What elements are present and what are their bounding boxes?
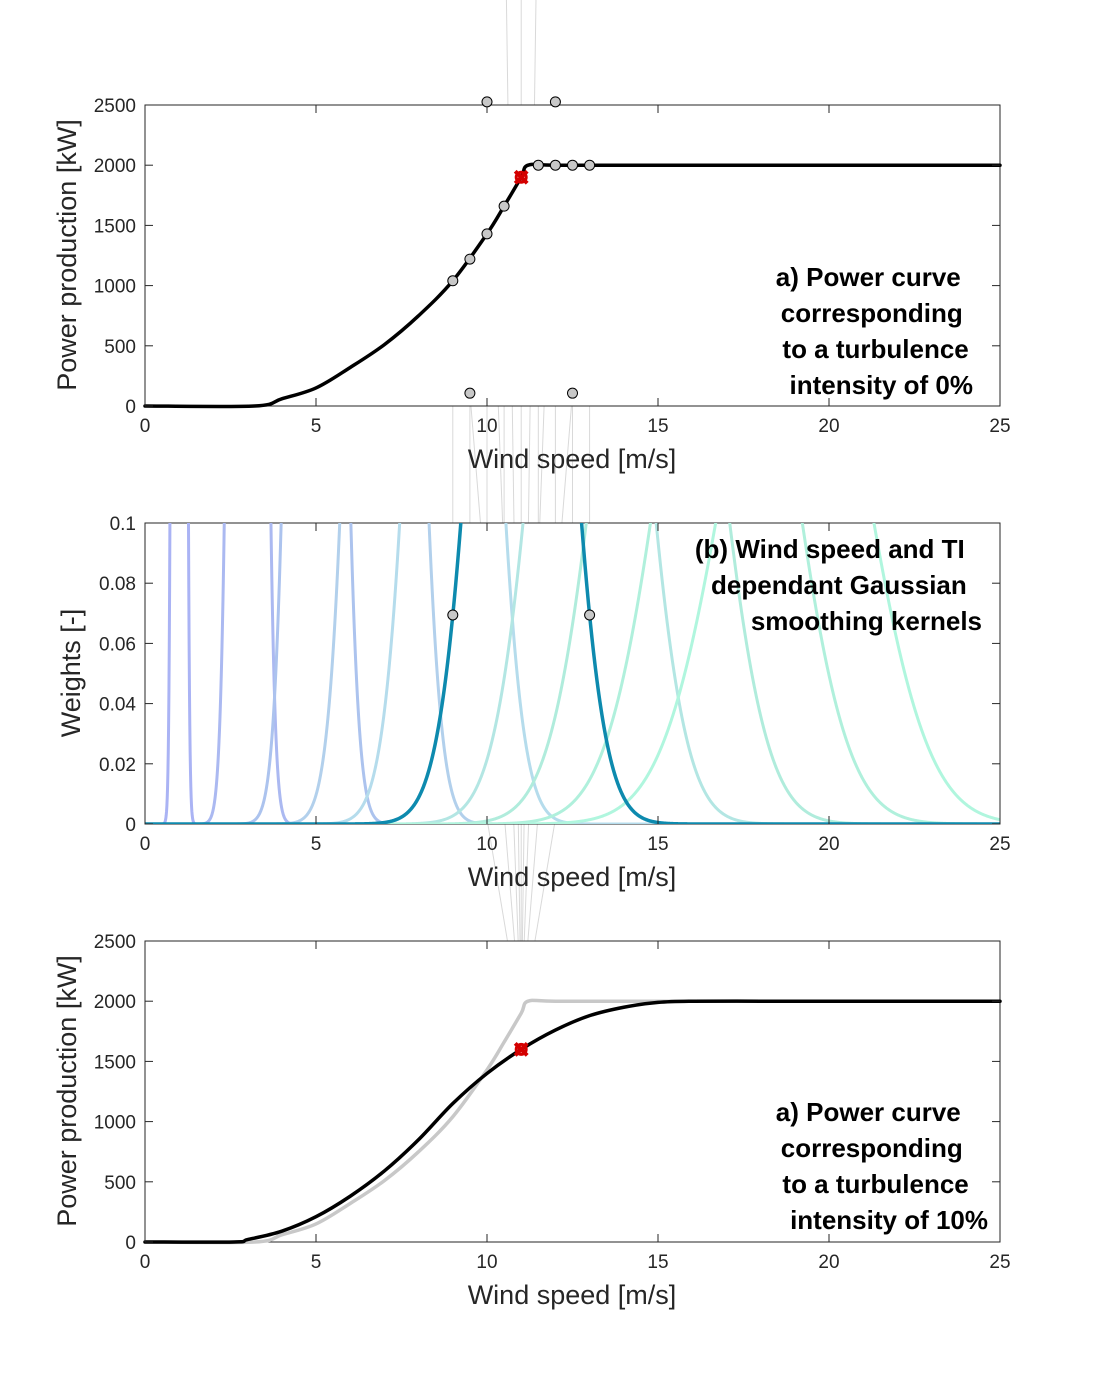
top-annotation-line: corresponding — [781, 298, 963, 328]
top-x-tick-label: 25 — [989, 416, 1010, 437]
middle-y-tick-label: 0.06 — [99, 634, 136, 655]
middle-marks — [447, 96, 596, 621]
bottom-ticks: 0 5 10 15 20 25 0 500 1000 1500 2000 2500 — [94, 932, 1011, 1273]
middle-y-axis-label: Weights [-] — [56, 609, 86, 738]
top-sample-point — [532, 159, 544, 171]
middle-x-tick-label: 5 — [311, 834, 322, 855]
middle-y-tick-label: 0.02 — [99, 755, 136, 776]
middle-annotation-line: smoothing kernels — [751, 606, 982, 636]
middle-x-tick-label: 25 — [989, 834, 1010, 855]
connector-line — [520, 0, 537, 1023]
kernel-curve — [145, 523, 1000, 824]
top-sample-point — [447, 275, 459, 287]
top-y-tick-label: 500 — [104, 337, 136, 358]
middle-ticks: 0 5 10 15 20 25 0 0.02 0.04 0.06 0.08 0.1 — [99, 514, 1011, 855]
middle-x-tick-label: 15 — [647, 834, 668, 855]
top-y-tick-label: 1500 — [94, 216, 136, 237]
bottom-x-tick-label: 10 — [476, 1252, 497, 1273]
middle-x-axis-label: Wind speed [m/s] — [468, 862, 677, 892]
bottom-annotation-line: a) Power curve — [776, 1097, 961, 1127]
top-x-axis-label: Wind speed [m/s] — [468, 444, 677, 474]
top-annotation-line: intensity of 0% — [790, 370, 973, 400]
middle-x-tick-label: 10 — [476, 834, 497, 855]
bottom-annotation-line: to a turbulence — [782, 1169, 968, 1199]
middle-x-tick-label: 0 — [140, 834, 151, 855]
top-x-tick-label: 0 — [140, 416, 151, 437]
bottom-annotation-line: intensity of 10% — [790, 1205, 988, 1235]
top-highlight-point-ring — [514, 170, 528, 184]
kernel-sample-point — [549, 96, 561, 108]
connector-line — [505, 0, 522, 1023]
bottom-y-tick-label: 1000 — [94, 1113, 136, 1134]
top-y-axis-label: Power production [kW] — [52, 119, 82, 391]
top-sample-point — [481, 228, 493, 240]
bottom-x-tick-label: 20 — [818, 1252, 839, 1273]
bottom-annotation-line: corresponding — [781, 1133, 963, 1163]
top-sample-point — [567, 159, 578, 171]
bottom-curves — [143, 998, 1002, 1245]
middle-annotation-line: dependant Gaussian — [711, 570, 967, 600]
kernel-sample-point — [464, 387, 476, 399]
bottom-x-axis-label: Wind speed [m/s] — [468, 1280, 677, 1310]
top-x-tick-label: 5 — [311, 416, 322, 437]
top-sample-point — [464, 253, 476, 265]
middle-annotation: (b) Wind speed and TI dependant Gaussian… — [695, 534, 982, 636]
top-y-tick-label: 2000 — [94, 156, 136, 177]
middle-annotation-line: (b) Wind speed and TI — [695, 534, 965, 564]
top-sample-point — [549, 159, 561, 171]
bottom-y-tick-label: 1500 — [94, 1052, 136, 1073]
middle-y-tick-label: 0.04 — [99, 695, 136, 716]
kernel-curve — [145, 523, 1000, 824]
middle-plot-area — [144, 522, 1001, 825]
middle-panel-kernels: 0 5 10 15 20 25 0 0.02 0.04 0.06 0.08 0.1 Wind spee… — [56, 96, 1011, 892]
middle-x-tick-label: 20 — [818, 834, 839, 855]
bottom-y-axis-label: Power production [kW] — [52, 955, 82, 1227]
bottom-marks — [513, 1041, 529, 1057]
bottom-x-tick-label: 25 — [989, 1252, 1010, 1273]
top-annotation: a) Power curve corresponding to a turbul… — [776, 262, 976, 400]
bottom-x-tick-label: 0 — [140, 1252, 151, 1273]
bottom-power-curve-line — [143, 999, 1002, 1244]
bottom-plot-area — [144, 940, 1001, 1243]
top-annotation-line: a) Power curve — [776, 262, 961, 292]
bottom-y-tick-label: 500 — [104, 1173, 136, 1194]
top-panel-power-curve-ti0: 0 5 10 15 20 25 0 500 1000 1500 2000 2500 Wind spee… — [52, 96, 1011, 474]
middle-y-tick-label: 0 — [125, 815, 136, 836]
top-x-tick-label: 20 — [818, 416, 839, 437]
bottom-panel-power-curve-ti10: 0 5 10 15 20 25 0 500 1000 1500 2000 2500 Wind spee… — [52, 932, 1011, 1310]
bottom-x-tick-label: 15 — [647, 1252, 668, 1273]
bottom-annotation: a) Power curve corresponding to a turbul… — [776, 1097, 988, 1235]
bottom-x-tick-label: 5 — [311, 1252, 322, 1273]
top-sample-point — [584, 159, 596, 171]
kernel-sample-point — [567, 387, 578, 399]
bottom-y-tick-label: 2500 — [94, 932, 136, 953]
top-y-tick-label: 1000 — [94, 277, 136, 298]
kernel-sample-point — [481, 96, 493, 108]
top-x-tick-label: 10 — [476, 416, 497, 437]
middle-curves — [145, 523, 1000, 824]
kernel-curve — [145, 523, 1000, 824]
top-plot-area — [144, 104, 1001, 407]
top-sample-point — [498, 200, 510, 212]
top-annotation-line: to a turbulence — [782, 334, 968, 364]
top-y-tick-label: 2500 — [94, 96, 136, 117]
kernel-sample-point — [584, 609, 596, 621]
bottom-y-tick-label: 2000 — [94, 992, 136, 1013]
top-y-tick-label: 0 — [125, 397, 136, 418]
top-x-tick-label: 15 — [647, 416, 668, 437]
top-marks — [447, 159, 596, 287]
bottom-y-tick-label: 0 — [125, 1233, 136, 1254]
middle-y-tick-label: 0.1 — [110, 514, 136, 535]
top-ticks: 0 5 10 15 20 25 0 500 1000 1500 2000 2500 — [94, 96, 1011, 437]
bottom-highlight-point-ring — [514, 1042, 528, 1056]
kernel-sample-point — [447, 609, 459, 621]
middle-y-tick-label: 0.08 — [99, 574, 136, 595]
